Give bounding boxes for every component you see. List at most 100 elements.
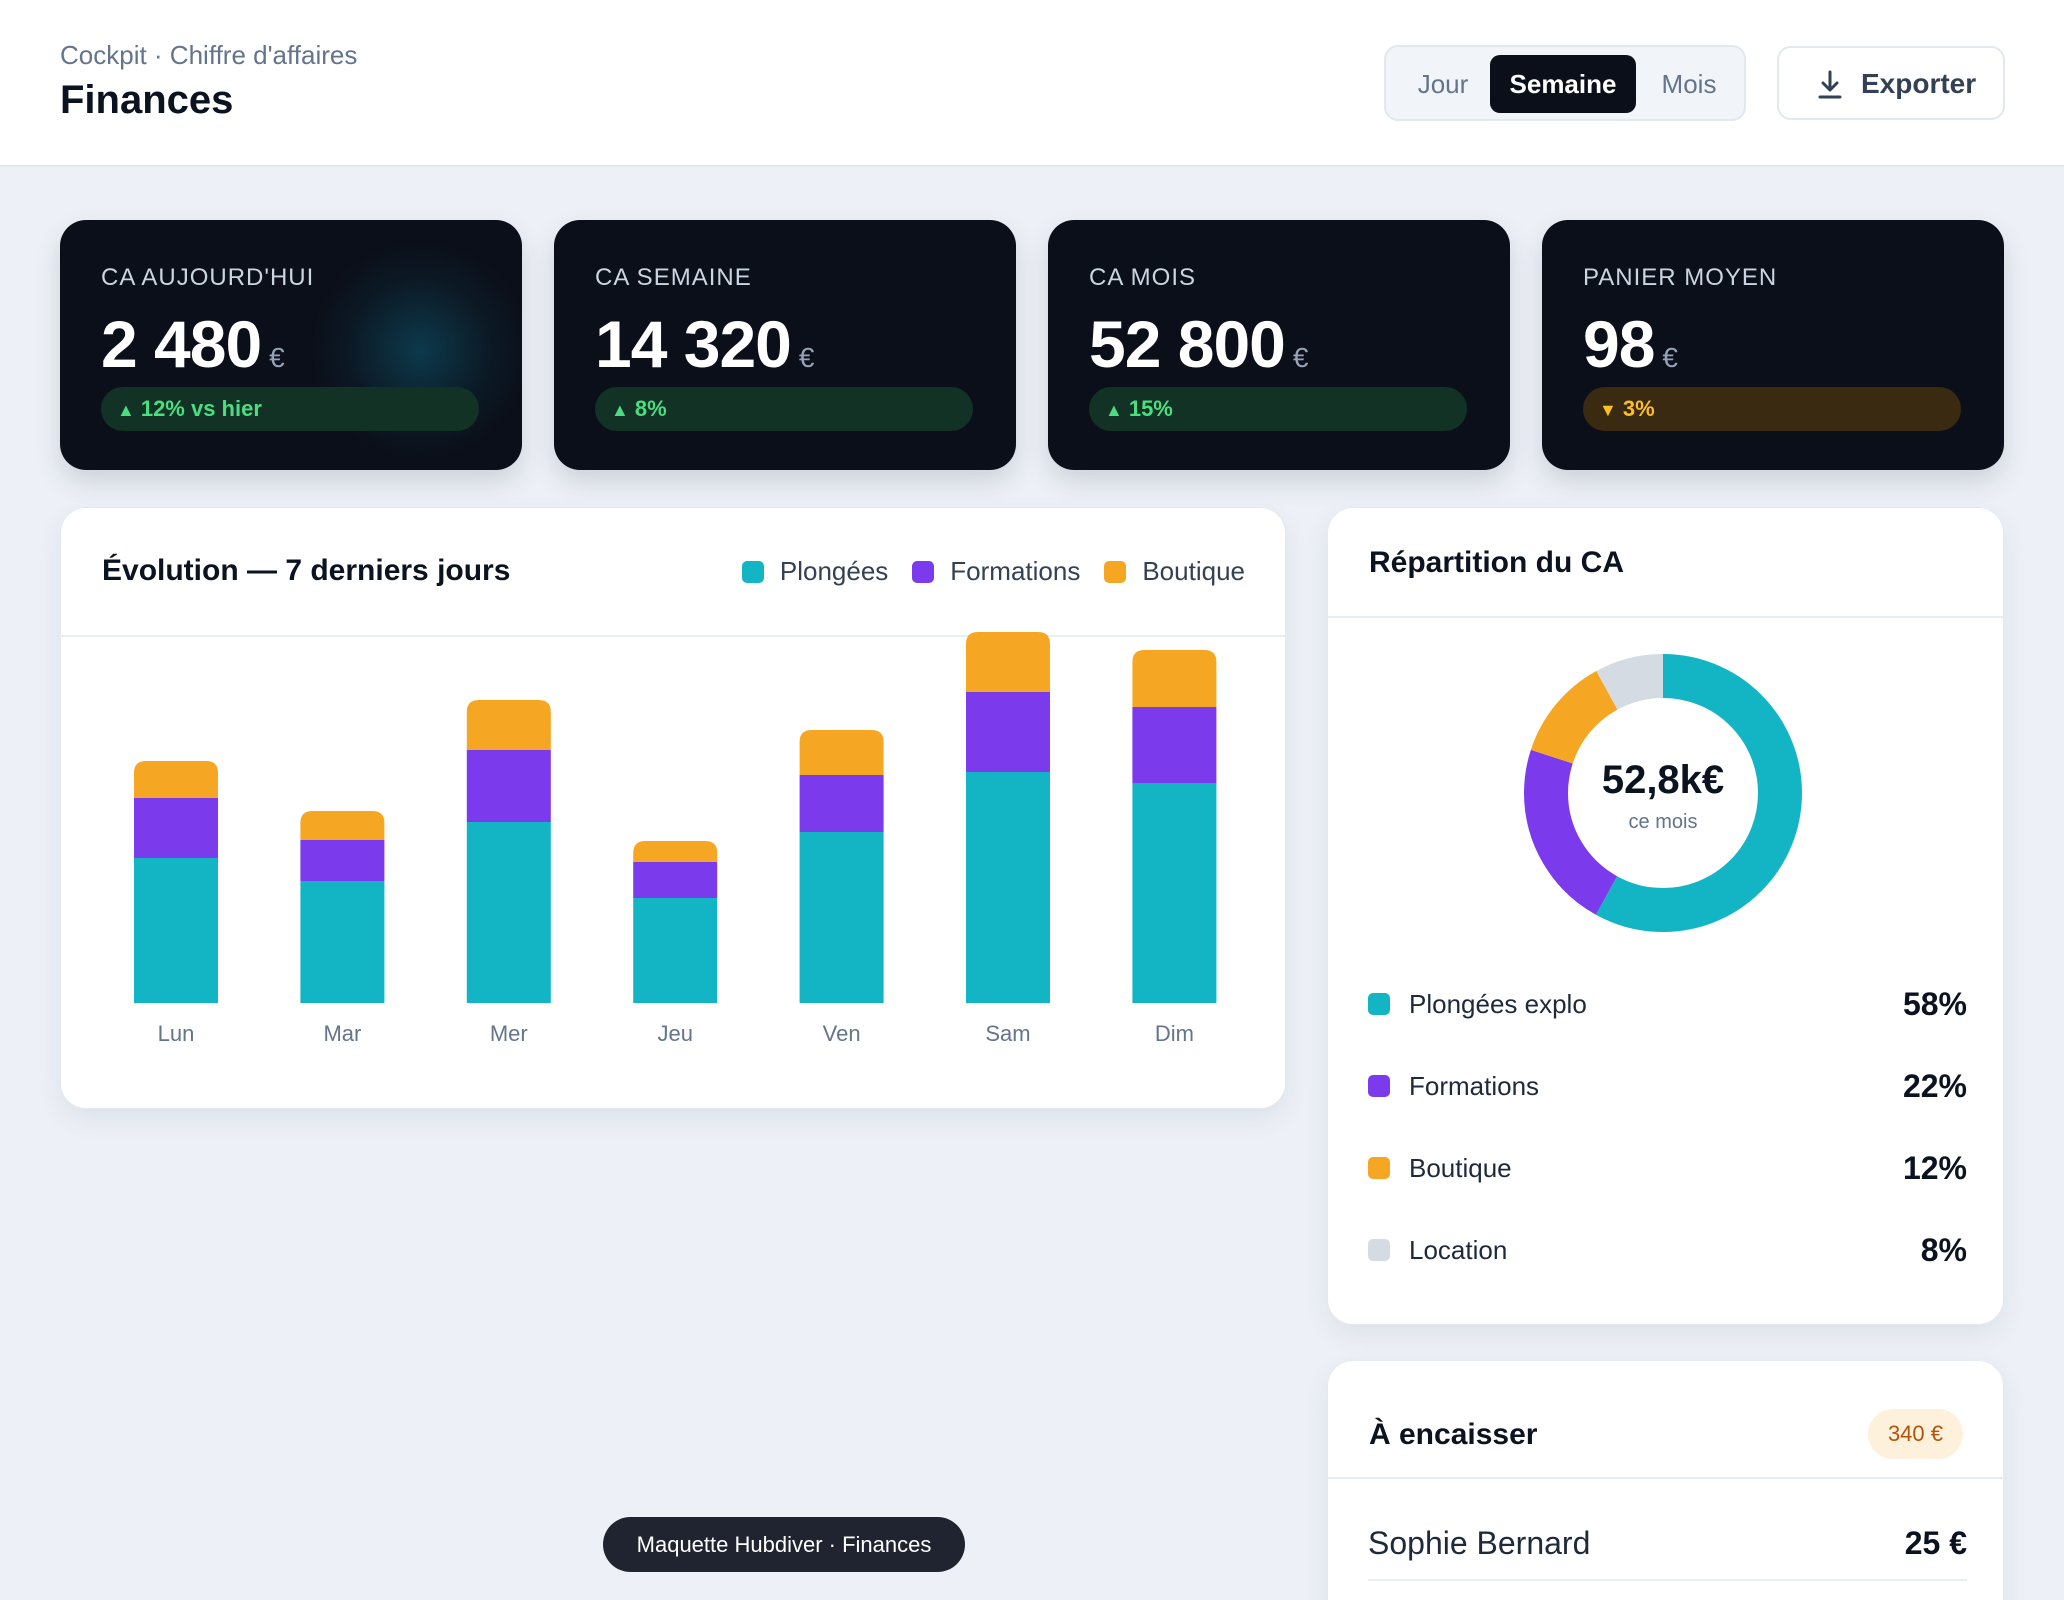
x-tick-label: Jeu bbox=[657, 1021, 692, 1046]
kpi-unit: € bbox=[269, 342, 285, 373]
kpi-label: CA SEMAINE bbox=[595, 264, 752, 291]
arrow-down-icon: ▼ bbox=[1599, 400, 1617, 420]
split-title: Répartition du CA bbox=[1369, 546, 1624, 579]
kpi-card-basket: PANIER MOYEN 98 € ▼ 3% bbox=[1542, 220, 2004, 470]
donut-slice-location[interactable] bbox=[1524, 654, 1802, 932]
split-item-plongees: Plongées explo 58% bbox=[1368, 982, 1967, 1026]
bar-segment-boutique-jeu[interactable] bbox=[633, 841, 718, 862]
swatch bbox=[1368, 1157, 1390, 1179]
kpi-delta: 8% bbox=[634, 396, 667, 421]
kpi-amount: 2 480 bbox=[101, 307, 262, 381]
bar-segment-boutique-sam[interactable] bbox=[966, 632, 1050, 692]
stacked-bar-chart: Lun Mar Mer Jeu Ven Sam Dim bbox=[134, 632, 1217, 1046]
arrow-up-icon: ▲ bbox=[117, 400, 135, 420]
split-item-pct: 58% bbox=[1902, 986, 1967, 1022]
legend-item-boutique[interactable]: Boutique bbox=[1104, 556, 1245, 587]
divider bbox=[1328, 616, 2003, 618]
kpi-card-month: CA MOIS 52 800 € ▲ 15% bbox=[1048, 220, 1510, 470]
x-tick-label: Mer bbox=[490, 1021, 528, 1046]
kpi-amount: 98 bbox=[1583, 307, 1655, 381]
bar-segment-formations-mar[interactable] bbox=[300, 840, 385, 881]
collect-title: À encaisser bbox=[1369, 1418, 1538, 1451]
x-tick-label: Ven bbox=[823, 1021, 861, 1046]
split-item-pct: 12% bbox=[1902, 1150, 1967, 1186]
download-icon bbox=[1818, 70, 1842, 99]
swatch bbox=[1368, 1239, 1390, 1261]
split-item-pct: 22% bbox=[1902, 1068, 1967, 1104]
kpi-value: 98 € bbox=[1583, 306, 1678, 382]
export-button[interactable]: Exporter bbox=[1777, 46, 2005, 120]
kpi-unit: € bbox=[1662, 342, 1678, 373]
bar-segment-formations-jeu[interactable] bbox=[633, 862, 718, 898]
kpi-unit: € bbox=[798, 342, 815, 373]
bar-segment-boutique-ven[interactable] bbox=[799, 730, 884, 775]
bar-segment-formations-dim[interactable] bbox=[1132, 707, 1217, 783]
kpi-label: CA AUJOURD'HUI bbox=[101, 264, 315, 291]
chart-legend: Plongées Formations Boutique bbox=[741, 556, 1245, 587]
bar-segment-plongées-dim[interactable] bbox=[1132, 783, 1217, 1003]
collect-row[interactable]: Sophie Bernard 25 € bbox=[1368, 1511, 1967, 1581]
bar-segment-plongées-jeu[interactable] bbox=[633, 898, 718, 1003]
kpi-amount: 52 800 bbox=[1089, 307, 1286, 381]
split-item-name: Formations bbox=[1409, 1071, 1540, 1101]
legend-label: Plongées bbox=[779, 556, 889, 586]
period-tab-month[interactable]: Mois bbox=[1661, 69, 1717, 99]
kpi-amount: 14 320 bbox=[595, 307, 792, 381]
donut-slice-formations[interactable] bbox=[1524, 654, 1802, 932]
split-item-name: Boutique bbox=[1409, 1153, 1512, 1183]
bar-segment-plongées-mar[interactable] bbox=[300, 881, 385, 1003]
bar-segment-plongées-sam[interactable] bbox=[966, 772, 1050, 1003]
chart-title: Évolution — 7 derniers jours bbox=[102, 554, 511, 587]
bar-segment-boutique-lun[interactable] bbox=[134, 761, 218, 798]
kpi-delta: 15% bbox=[1128, 396, 1173, 421]
legend-item-plongees[interactable]: Plongées bbox=[741, 556, 889, 587]
period-selector: Jour Semaine Mois bbox=[1384, 45, 1746, 121]
donut-center-value: 52,8k€ bbox=[1601, 758, 1725, 802]
kpi-delta-badge: ▲ 8% bbox=[595, 387, 973, 431]
bar-segment-boutique-dim[interactable] bbox=[1132, 650, 1217, 707]
period-tab-day[interactable]: Jour bbox=[1417, 69, 1469, 99]
kpi-value: 14 320 € bbox=[595, 306, 814, 382]
kpi-card-week: CA SEMAINE 14 320 € ▲ 8% bbox=[554, 220, 1016, 470]
legend-swatch bbox=[912, 560, 935, 583]
evolution-chart-card: Évolution — 7 derniers jours Plongées Fo… bbox=[60, 507, 1286, 1109]
legend-label: Formations bbox=[950, 556, 1081, 586]
bar-segment-plongées-ven[interactable] bbox=[799, 832, 884, 1003]
kpi-value: 52 800 € bbox=[1089, 306, 1308, 382]
kpi-delta-badge: ▼ 3% bbox=[1583, 387, 1961, 431]
bar-segment-formations-mer[interactable] bbox=[466, 750, 551, 822]
donut-center-caption: ce mois bbox=[1628, 811, 1698, 833]
split-item-pct: 8% bbox=[1920, 1232, 1967, 1268]
export-label: Exporter bbox=[1861, 68, 1977, 99]
legend-swatch bbox=[741, 560, 764, 583]
swatch bbox=[1368, 993, 1390, 1015]
x-tick-label: Lun bbox=[158, 1021, 195, 1046]
legend-item-formations[interactable]: Formations bbox=[912, 556, 1080, 587]
collect-total-badge: 340 € bbox=[1867, 1409, 1963, 1459]
bar-segment-formations-sam[interactable] bbox=[966, 692, 1050, 772]
bar-segment-formations-lun[interactable] bbox=[134, 798, 218, 858]
kpi-delta: 3% bbox=[1622, 396, 1655, 421]
kpi-card-today: CA AUJOURD'HUI 2 480 € ▲ 12% vs hier bbox=[60, 220, 522, 470]
kpi-unit: € bbox=[1292, 342, 1309, 373]
bar-segment-boutique-mar[interactable] bbox=[300, 811, 385, 840]
bar-segment-formations-ven[interactable] bbox=[799, 775, 884, 832]
split-item-name: Plongées explo bbox=[1409, 989, 1587, 1019]
revenue-split-card: Répartition du CA 52,8k€ ce mois Plongée… bbox=[1327, 507, 2004, 1325]
period-tab-week[interactable]: Semaine bbox=[1490, 55, 1636, 113]
swatch bbox=[1368, 1075, 1390, 1097]
bar-segment-boutique-mer[interactable] bbox=[466, 700, 551, 750]
split-item-location: Location 8% bbox=[1368, 1228, 1967, 1272]
kpi-value: 2 480 € bbox=[101, 306, 285, 382]
bar-segment-plongées-mer[interactable] bbox=[466, 822, 551, 1003]
bar-segment-plongées-lun[interactable] bbox=[134, 858, 218, 1003]
kpi-delta: 12% vs hier bbox=[140, 396, 262, 421]
kpi-delta-badge: ▲ 12% vs hier bbox=[101, 387, 479, 431]
x-tick-label: Dim bbox=[1155, 1021, 1194, 1046]
split-item-name: Location bbox=[1409, 1235, 1508, 1265]
divider bbox=[1328, 1477, 2003, 1479]
split-item-formations: Formations 22% bbox=[1368, 1064, 1967, 1108]
donut-chart bbox=[1524, 654, 1802, 932]
divider bbox=[61, 635, 1285, 637]
collect-amount: 25 € bbox=[1904, 1525, 1967, 1561]
